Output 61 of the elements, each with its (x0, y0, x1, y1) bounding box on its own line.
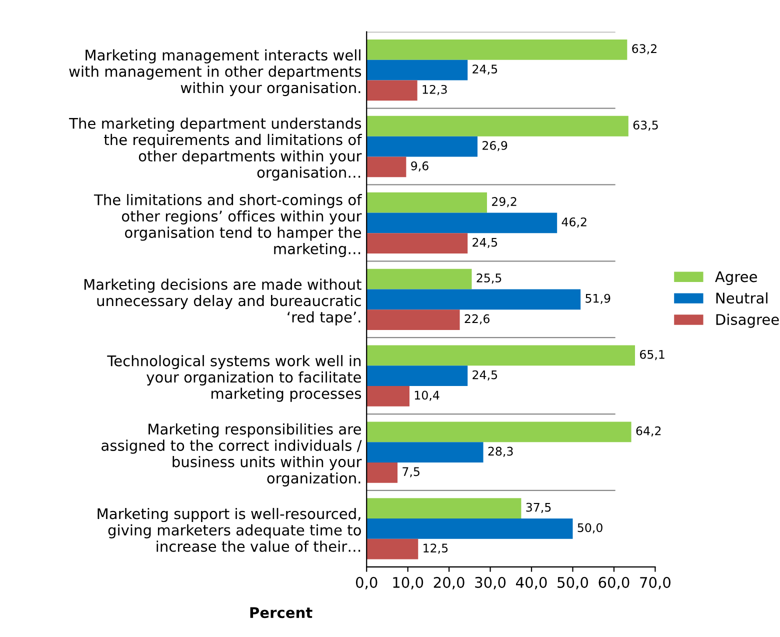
data-label: 7,5 (402, 467, 420, 478)
bar (366, 310, 460, 330)
bar (366, 462, 398, 483)
data-label: 46,2 (562, 217, 586, 228)
x-tick-label: 70,0 (640, 576, 670, 590)
y-tick-label: Technological systems work well in your organization to facilitate marketing processes (107, 355, 362, 402)
bar (366, 345, 635, 366)
bar (366, 116, 628, 136)
x-tick-label: 50,0 (558, 576, 588, 590)
data-label: 12,5 (424, 544, 448, 554)
data-label: 26,9 (482, 141, 508, 152)
bar (366, 156, 406, 178)
bar (366, 442, 484, 462)
bar (366, 498, 522, 519)
legend-label: Neutral (716, 292, 768, 304)
data-label: 24,5 (472, 370, 498, 380)
bar (366, 422, 632, 442)
bar (366, 39, 628, 60)
x-tick-label: 20,0 (434, 576, 464, 590)
data-label: 65,1 (640, 350, 664, 360)
data-label: 24,5 (472, 238, 498, 248)
data-label: 12,3 (422, 84, 447, 96)
data-label: 50,0 (578, 523, 602, 534)
data-label: 51,9 (586, 294, 610, 304)
y-tick-label: Marketing support is well-resourced, giving marketers adequate time to increase the value of their… (98, 508, 361, 552)
bar (366, 60, 468, 80)
data-label: 25,5 (476, 274, 502, 284)
bar (366, 538, 418, 560)
x-tick-label: 30,0 (475, 576, 506, 590)
data-label: 37,5 (526, 502, 551, 513)
bar (366, 80, 418, 101)
y-tick-label: The marketing department understands the requirements and limitations of other departments within your organisation… (69, 118, 362, 181)
x-tick-label: 60,0 (598, 576, 630, 590)
y-tick-label: Marketing decisions are made without unnecessary delay and bureaucratic ‘red tape’. (84, 278, 362, 326)
bar (366, 386, 410, 406)
data-label: 22,6 (464, 314, 490, 324)
x-tick-label: 40,0 (516, 576, 547, 590)
bar (366, 212, 558, 234)
bar (366, 289, 581, 310)
data-label: 29,2 (492, 197, 516, 208)
bar (366, 192, 487, 213)
data-label: 9,6 (411, 161, 428, 172)
x-tick-label: 10,0 (393, 576, 424, 590)
x-tick-label: 0,0 (356, 576, 378, 590)
bar (366, 233, 468, 254)
bar (366, 136, 478, 157)
x-axis-title: Percent (250, 607, 312, 618)
y-tick-label: Marketing management interacts well with management in other departments within your organisation. (69, 49, 362, 96)
legend-label: Agree (715, 271, 757, 286)
data-label: 63,5 (633, 120, 658, 131)
data-label: 28,3 (488, 446, 513, 457)
bar (366, 366, 468, 386)
bar (366, 518, 573, 539)
data-label: 64,2 (636, 426, 661, 437)
legend-label: Disagree (716, 314, 779, 328)
data-label: 63,2 (632, 44, 656, 54)
data-label: 10,4 (414, 390, 440, 401)
bar (366, 268, 472, 290)
data-label: 24,5 (472, 64, 498, 75)
y-tick-label: Marketing responsibilities are assigned to the correct individuals / business units within your organization. (102, 423, 362, 486)
y-tick-label: The limitations and short-comings of other regions’ offices within your organisation tend to hamper the marketing… (94, 194, 362, 258)
